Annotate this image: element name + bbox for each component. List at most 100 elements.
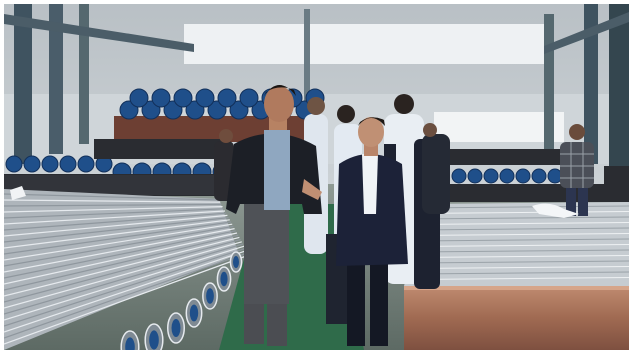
blue-shirt <box>264 130 290 210</box>
trousers <box>244 204 289 304</box>
blue-pipe-end <box>547 168 563 184</box>
blue-pipe-end <box>5 155 23 173</box>
galvanized-pipe <box>4 228 235 273</box>
black-pipe-bundle <box>4 174 219 196</box>
black-pipe-stack <box>4 139 629 202</box>
face <box>569 124 585 140</box>
steel-column <box>79 4 89 144</box>
galvanized-pipe <box>4 241 242 309</box>
blue-pipe-end <box>129 88 149 108</box>
blue-pipe-end <box>467 168 483 184</box>
blue-pipe-end <box>239 88 259 108</box>
galvanized-pipe <box>4 245 245 321</box>
trouser-leg <box>370 254 388 346</box>
galvanized-pipe <box>413 271 629 275</box>
roof-truss <box>544 12 629 54</box>
galvanized-pipe <box>413 227 629 231</box>
trouser-leg <box>347 254 365 346</box>
steel-column <box>14 4 32 164</box>
black-pipe-bundle <box>94 139 224 159</box>
galvanized-pipe <box>4 208 224 219</box>
plaid-shirt <box>560 142 594 188</box>
galvanized-pipe <box>413 265 629 270</box>
steel-column <box>304 9 310 104</box>
galvanized-pipe <box>4 234 239 291</box>
galvanized-pipe <box>4 250 247 333</box>
pipe-bore <box>125 337 135 350</box>
plastic-wrap <box>10 186 26 200</box>
galvanized-pipe <box>413 221 629 226</box>
galvanized-pipe <box>413 243 629 248</box>
man-in-navy-suit <box>336 117 408 346</box>
blue-pipe-end <box>41 155 59 173</box>
trouser-leg <box>244 294 264 344</box>
galvanized-pipe <box>4 239 241 303</box>
black-pipe-bundle <box>444 184 629 202</box>
blue-pipe-end <box>451 168 467 184</box>
galvanized-pipe <box>413 232 629 237</box>
galvanized-pipe <box>4 243 244 315</box>
copper-pipe-rack <box>404 202 629 350</box>
black-pipe-bundle <box>604 166 629 184</box>
blue-pipe-end <box>59 155 77 173</box>
galvanized-pipe <box>4 223 233 261</box>
galvanized-pipe <box>4 210 226 225</box>
steel-column <box>544 14 554 154</box>
galvanized-pipe <box>413 210 629 215</box>
pipe-bore <box>189 304 199 322</box>
copper-pipe-highlight <box>404 286 629 290</box>
pointing-hand <box>302 179 322 200</box>
pipe-bore <box>149 330 159 350</box>
worker-plaid-shirt <box>560 124 594 216</box>
galvanized-pipe <box>4 225 234 267</box>
galvanized-pipe <box>4 254 250 345</box>
galvanized-pipe <box>4 230 236 279</box>
blue-pipe-end <box>77 155 95 173</box>
pipe-bore <box>171 319 181 337</box>
roof-skylight <box>184 24 554 64</box>
blue-pipe-end <box>515 168 531 184</box>
galvanized-pipe <box>4 217 229 243</box>
factory-photo <box>4 4 629 350</box>
blue-pipe-end <box>499 168 515 184</box>
galvanized-pipe <box>4 247 246 327</box>
blue-pipe-end <box>23 155 41 173</box>
galvanized-pipe <box>4 232 238 285</box>
galvanized-pipe <box>4 219 230 249</box>
pipe-bore <box>206 288 214 304</box>
visitor <box>422 123 450 214</box>
galvanized-pipe <box>4 199 221 203</box>
blue-pipe-end <box>151 88 171 108</box>
galvanized-pipe <box>413 205 629 209</box>
black-pipe-bundle <box>444 149 564 165</box>
steel-column <box>609 4 629 174</box>
blue-pipe-end <box>483 168 499 184</box>
galvanized-pipe <box>413 238 629 242</box>
blue-pipe-end <box>173 88 193 108</box>
galvanized-pipe-rack <box>4 189 250 350</box>
pointing-man <box>226 85 322 346</box>
galvanized-pipe <box>413 276 629 281</box>
plastic-wrap <box>532 203 579 218</box>
blue-pipe-end <box>217 88 237 108</box>
blue-pipe-end <box>195 88 215 108</box>
trouser-leg <box>267 294 287 346</box>
galvanized-pipe <box>413 260 629 264</box>
white-shirt <box>362 154 378 214</box>
galvanized-pipe <box>413 216 629 220</box>
galvanized-pipe <box>4 206 223 213</box>
window-band <box>434 112 564 142</box>
galvanized-pipe <box>4 221 232 255</box>
copper-pipe <box>404 286 629 350</box>
galvanized-pipe <box>4 203 222 207</box>
roof-truss <box>4 14 194 52</box>
galvanized-pipe <box>4 236 240 297</box>
hair <box>358 117 385 126</box>
galvanized-pipe <box>413 254 629 259</box>
steel-column <box>49 4 63 154</box>
pipe-bore <box>220 271 228 287</box>
galvanized-pipe <box>4 193 220 201</box>
galvanized-pipe <box>4 214 228 237</box>
galvanized-pipe <box>4 212 227 231</box>
